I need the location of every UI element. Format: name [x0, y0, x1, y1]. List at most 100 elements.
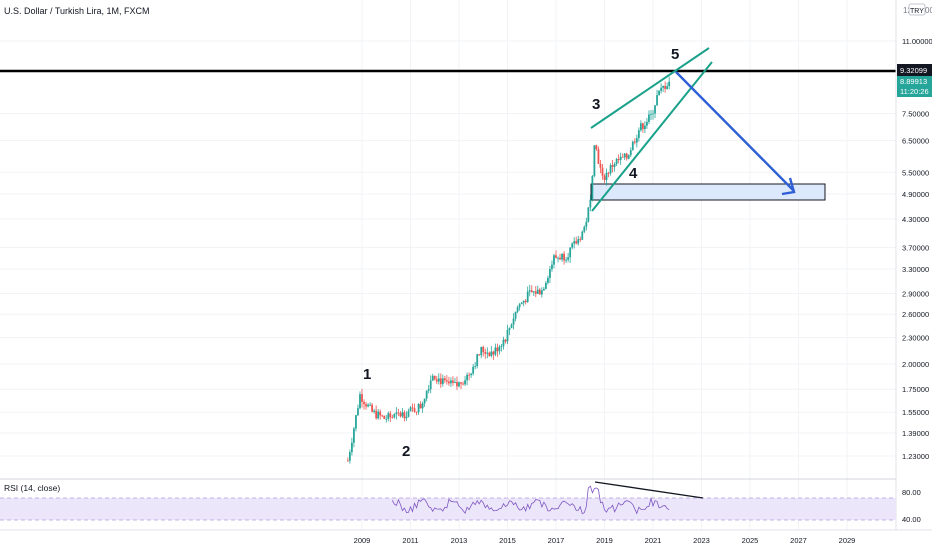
rsi-band	[0, 498, 896, 520]
candle-body	[593, 145, 596, 176]
time-tick-label: 2019	[596, 536, 613, 545]
time-tick-label: 2029	[839, 536, 856, 545]
candle-body	[407, 411, 410, 417]
candle-body	[369, 404, 371, 406]
target-zone	[590, 183, 826, 201]
candle-body	[646, 121, 648, 126]
currency-badge-box	[908, 3, 926, 16]
candle-body	[623, 153, 626, 158]
candle-body	[357, 408, 359, 416]
candle-body	[395, 412, 398, 415]
candle-body	[456, 382, 458, 387]
candle-body	[652, 113, 654, 115]
candle-body	[429, 380, 432, 390]
candle-body	[559, 257, 561, 260]
candle-body	[355, 415, 357, 429]
candle-body	[536, 289, 539, 294]
forecast-arrow	[675, 71, 795, 192]
candle-body	[464, 380, 466, 385]
price-tick-label: 4.90000	[902, 190, 929, 199]
candle-body	[417, 403, 420, 413]
candle-body	[460, 382, 462, 384]
candle-body	[375, 410, 378, 419]
candle-body	[635, 138, 638, 143]
candle-body	[462, 383, 464, 385]
candle-body	[385, 418, 388, 420]
candle-body	[664, 85, 667, 89]
time-axis[interactable]: 2009 2011 2013 2015 2017 2019 2021 2023 2025 2027…	[354, 536, 856, 545]
candle-body	[486, 352, 489, 354]
candle-body	[510, 324, 513, 328]
candle-body	[482, 346, 485, 353]
candle-body	[553, 255, 555, 265]
candle-body	[530, 290, 533, 293]
candle-body	[437, 378, 440, 382]
candle-body	[353, 428, 355, 443]
candle-body	[492, 351, 495, 355]
candle-body	[518, 304, 521, 308]
candle-body	[563, 253, 565, 261]
candle-body	[538, 289, 541, 295]
candle-body	[591, 175, 594, 200]
time-tick-label: 2015	[499, 536, 516, 545]
candle-body	[445, 380, 448, 382]
candle-body	[348, 452, 351, 461]
candle-body	[547, 277, 549, 283]
candle-body	[561, 253, 563, 260]
time-tick-label: 2021	[645, 536, 662, 545]
candle-body	[433, 375, 436, 380]
candle-body	[447, 381, 450, 384]
candle-body	[625, 153, 628, 159]
candle-body	[419, 403, 422, 409]
candle-body	[631, 141, 634, 151]
candle-body	[528, 290, 531, 292]
candle-body	[540, 290, 543, 295]
candle-body	[569, 247, 572, 258]
time-tick-label: 2025	[742, 536, 759, 545]
candle-body	[454, 382, 456, 383]
candle-body	[452, 380, 454, 383]
candle-body	[441, 378, 444, 385]
rsi-tick-80: 80.00	[902, 488, 921, 497]
candle-body	[470, 373, 473, 376]
price-tick-label: 5.50000	[902, 168, 929, 177]
candle-body	[542, 288, 545, 291]
time-tick-label: 2027	[790, 536, 807, 545]
candle-body	[383, 415, 386, 419]
candle-body	[577, 239, 580, 244]
candle-body	[583, 226, 586, 232]
price-axis[interactable]: 11.00000 7.50000 6.50000 5.50000 4.90000 4.30…	[902, 37, 932, 461]
candle-body	[411, 407, 414, 409]
price-tick-label: 7.50000	[902, 110, 929, 119]
price-tick-label: 3.30000	[902, 265, 929, 274]
candle-body	[484, 352, 487, 354]
currency-top: 12	[903, 6, 912, 15]
candle-body	[648, 114, 650, 122]
candle-body	[557, 257, 559, 259]
wave-upper-line	[590, 47, 710, 129]
candle-body	[522, 300, 525, 303]
candle-body	[500, 346, 503, 347]
candle-body	[514, 311, 517, 319]
candles	[346, 76, 671, 464]
countdown-label: 11:20:26	[900, 87, 929, 96]
candle-body	[660, 87, 662, 91]
candle-body	[478, 354, 481, 356]
candle-body	[567, 257, 570, 260]
candle-body	[581, 231, 584, 240]
candle-body	[512, 318, 515, 325]
price-tick-label: 4.30000	[902, 215, 929, 224]
candle-body	[654, 105, 656, 114]
candle-body	[627, 155, 630, 159]
candle-body	[516, 307, 519, 312]
candle-body	[526, 291, 529, 302]
candle-body	[666, 86, 669, 89]
candle-body	[597, 149, 600, 164]
candle-body	[502, 339, 505, 347]
candle-body	[403, 412, 406, 419]
candle-body	[504, 339, 507, 342]
candle-body	[617, 158, 620, 161]
candle-body	[409, 407, 412, 412]
candle-body	[496, 347, 499, 352]
